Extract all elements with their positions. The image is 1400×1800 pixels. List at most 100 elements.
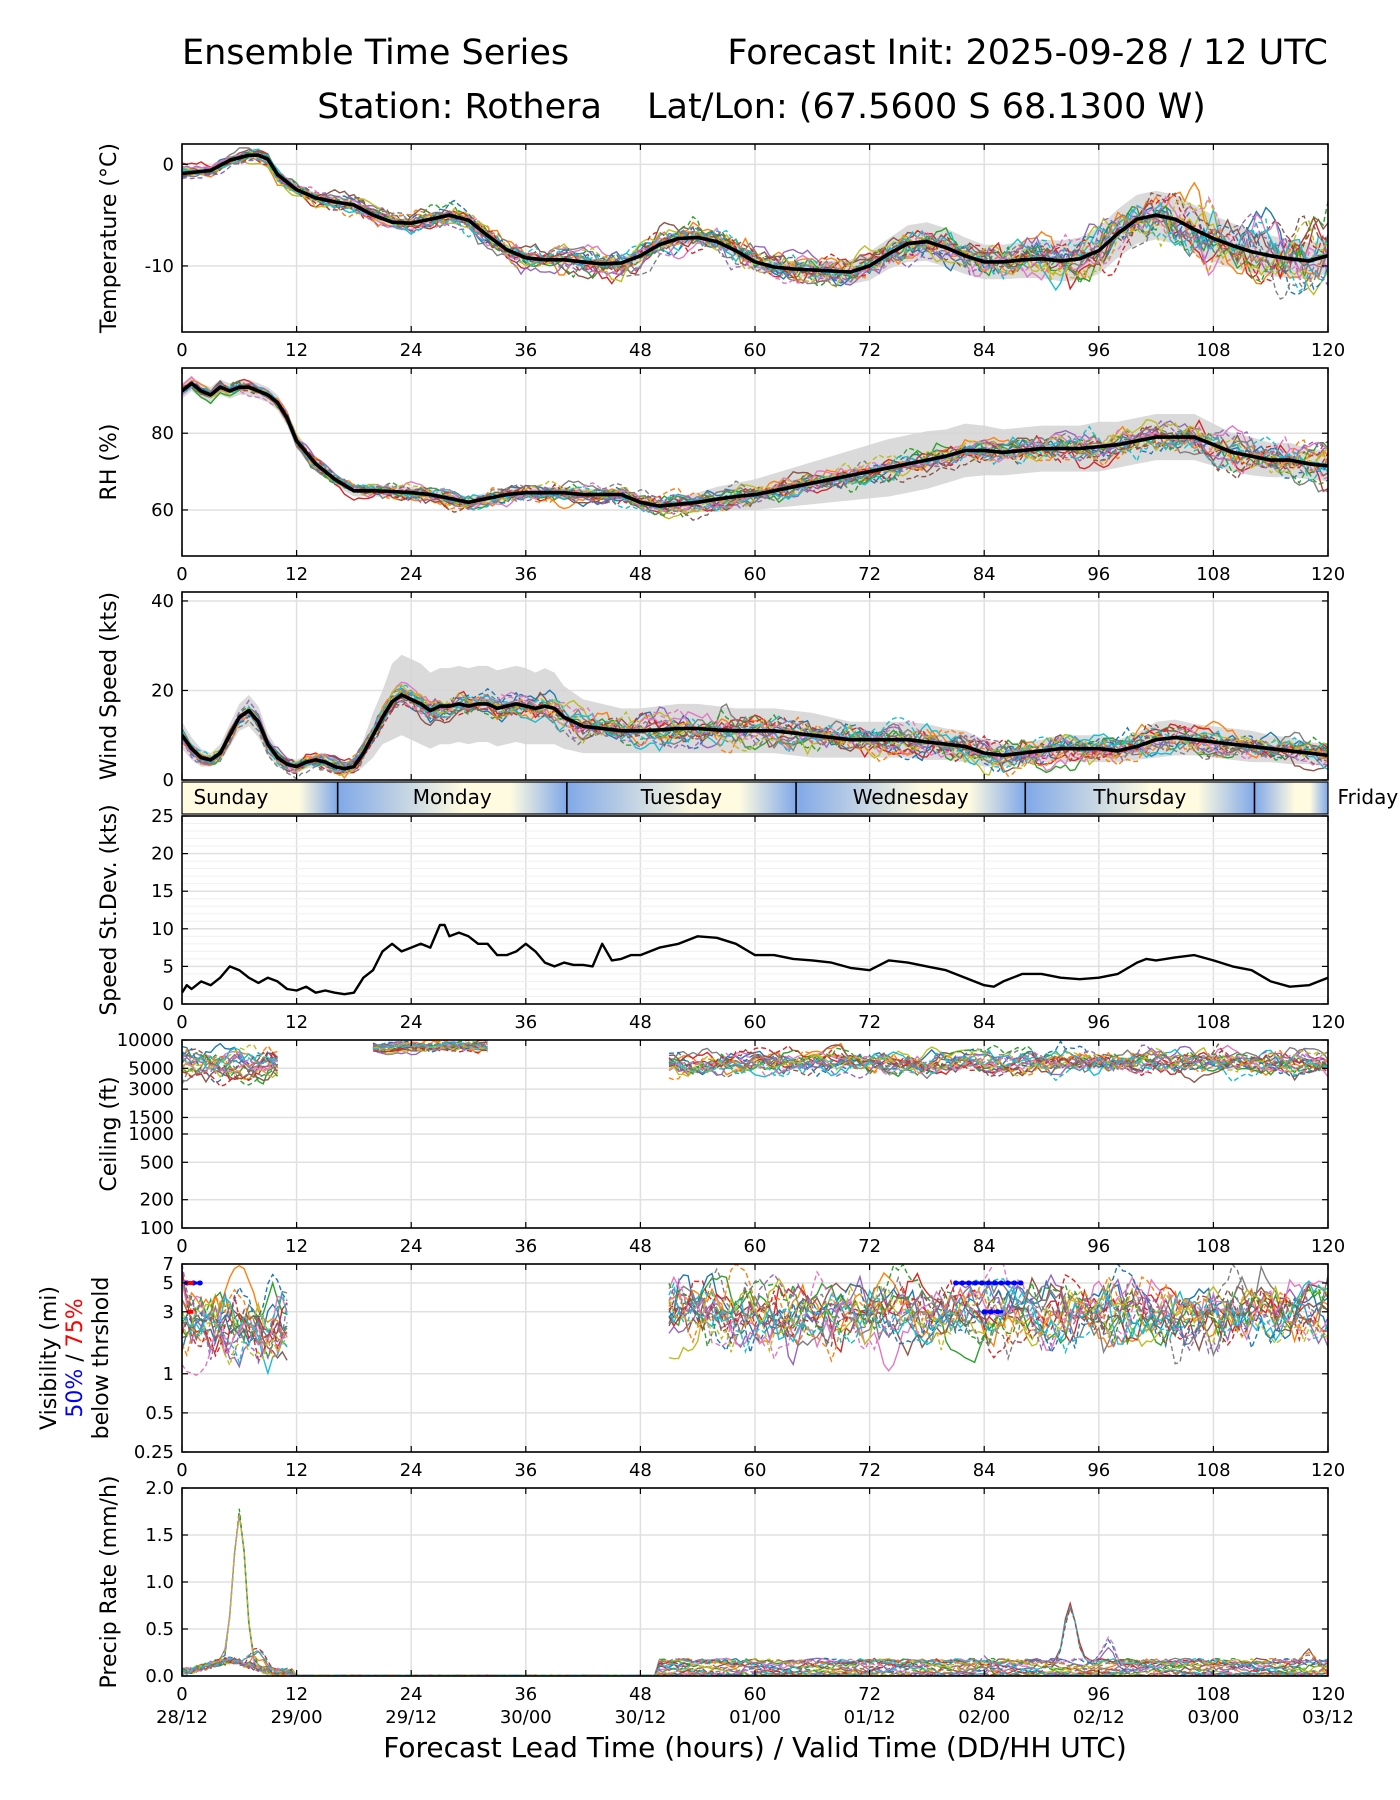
y-tick-label: 5000 [128,1058,174,1079]
ensemble-member-line [668,1264,1328,1361]
ensemble-member-line [668,1044,1328,1076]
day-band [692,782,797,814]
ensemble-member-line [182,380,1328,515]
day-band [796,782,923,814]
x-tick-label: 108 [1196,1684,1230,1705]
y-tick-label: 1.0 [145,1572,174,1593]
ensemble-member-line [182,1278,288,1340]
y-tick-label: 1.5 [145,1525,174,1546]
x-tick-label: 108 [1196,340,1230,361]
x-tick-label: 60 [744,564,767,585]
x-tick-label: 36 [514,1684,537,1705]
wind-y-label: Wind Speed (kts) [97,592,122,780]
y-tick-label: 20 [151,680,174,701]
legend-75pct: 75% [63,1298,88,1347]
valid-time-label: 28/12 [156,1707,208,1728]
x-tick-label: 96 [1087,1012,1110,1033]
ensemble-member-line [182,1288,288,1359]
x-tick-label: 60 [744,1236,767,1257]
legend-50pct: 50% [63,1369,88,1418]
x-tick-label: 72 [858,1012,881,1033]
speed-sd-line [180,923,1329,996]
x-tick-label: 12 [285,340,308,361]
x-tick-label: 0 [176,564,187,585]
day-band [463,782,567,814]
mean-group [182,153,1328,274]
ensemble-member-line [182,1053,278,1081]
ensemble-member-line [182,1277,288,1346]
wind-panel: 0 20 40 Wind Speed (kts) [97,591,1329,791]
day-label: Sunday [193,785,268,809]
x-tick-label: 0 [176,1012,187,1033]
visibility-threshold-label: below thrshold [89,1277,114,1440]
ensemble-member-line [182,155,1328,293]
ensemble-member-line [372,1040,489,1052]
x-tick-label: 12 [285,1684,308,1705]
x-tick-label: 48 [629,1684,652,1705]
ensemble-member-line [182,1043,278,1075]
y-tick-label: 100 [140,1218,174,1239]
visibility-panel: 0 12 24 36 48 60 72 84 96 108 120 0.25 0.5 1 3 57 Visibi… [37,1254,1345,1481]
ensemble-member-line [182,1311,288,1377]
day-label: Friday [1338,785,1399,809]
valid-time-label: 29/00 [271,1707,323,1728]
x-tick-label: 96 [1087,340,1110,361]
x-tick-label: 84 [973,1684,996,1705]
x-tick-label: 72 [858,340,881,361]
valid-time-label: 03/00 [1187,1707,1239,1728]
ensemble-member-line [182,1321,288,1368]
y-tick-label: 0.25 [134,1442,174,1463]
x-tick-label: 36 [514,1460,537,1481]
x-tick-label: 96 [1087,1460,1110,1481]
day-band [1254,782,1295,814]
x-tick-label: 60 [744,340,767,361]
day-band [1025,782,1152,814]
x-tick-label: 48 [629,564,652,585]
ensemble-member-line [372,1046,488,1054]
rh-panel: 0 12 24 36 48 60 72 84 96 108 120 60 80 RH (%) [97,367,1345,585]
grid [181,1263,1329,1453]
ensemble-member-line [182,154,1328,285]
precip-y-label: Precip Rate (mm/h) [97,1476,122,1689]
station-label: Station: Rothera [317,87,602,127]
ensemble-member-line [182,700,1328,775]
ensemble-mean-line [182,381,1328,508]
x-tick-label: 0 [176,1236,187,1257]
ensemble-member-line [182,701,1328,775]
ensemble-member-line [182,1273,288,1335]
legend-separator: / [63,1347,88,1368]
ensemble-member-line [668,1264,1328,1355]
x-tick-label: 36 [514,340,537,361]
x-tick-label: 96 [1087,1684,1110,1705]
ensemble-mean-line [182,153,1328,274]
x-tick-label: 48 [629,1460,652,1481]
ensemble-member-line [182,152,1328,295]
day-strip-frame [181,781,1329,815]
valid-time-label: 30/12 [614,1707,666,1728]
y-tick-label: 80 [151,423,174,444]
x-tick-label: 12 [285,1236,308,1257]
ensemble-member-line [182,1515,1328,1676]
latlon-label: Lat/Lon: (67.5600 S 68.1300 W) [647,87,1206,127]
ensemble-member-line [668,1042,1328,1078]
x-tick-label: 120 [1311,340,1345,361]
y-tick-label: 5 [163,956,174,977]
ensemble-member-line [668,1047,1328,1077]
x-tick-label: 120 [1311,1684,1345,1705]
y-tick-label: 7 [163,1254,174,1275]
y-tick-label: 0.5 [145,1403,174,1424]
ensemble-member-line [182,1280,288,1344]
mean-group [182,693,1328,771]
ensemble-member-line [668,1046,1328,1080]
x-tick-label: 72 [858,1236,881,1257]
ensemble-member-line [372,1040,488,1054]
ensemble-member-line [372,1042,488,1050]
y-tick-label: 0 [163,994,174,1015]
day-strip: Sunday Monday Tuesday Wednesday Thursday Frid… [181,781,1399,815]
y-tick-label: 0 [163,770,174,791]
y-tick-label: 10 [151,919,174,940]
ceiling-y-label: Ceiling (ft) [97,1076,122,1191]
x-tick-label: 12 [285,1460,308,1481]
y-tick-label: 0 [163,154,174,175]
day-band [182,782,268,814]
